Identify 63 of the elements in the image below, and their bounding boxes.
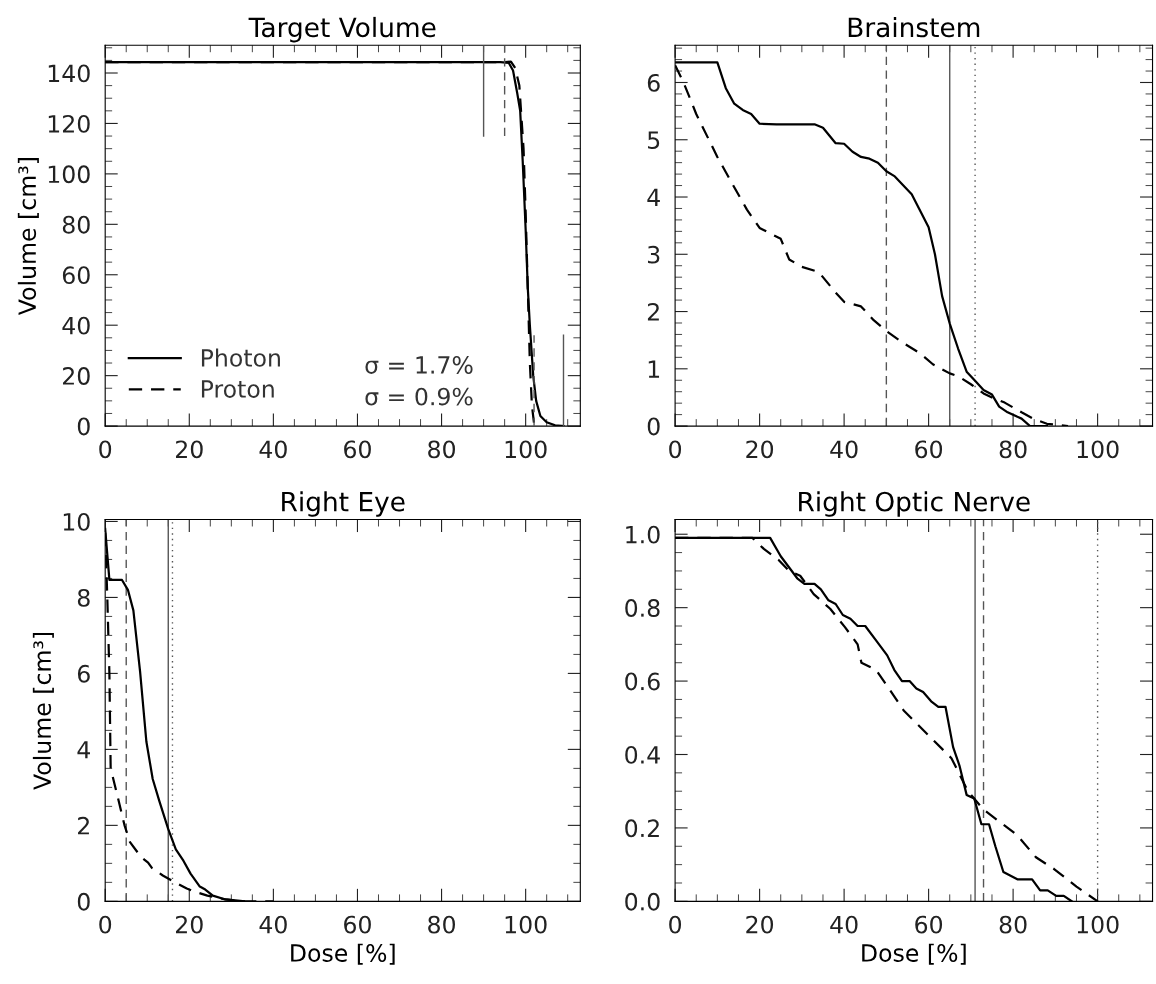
x-tick-label: 40 <box>259 915 287 934</box>
x-tick-label: 40 <box>830 915 858 934</box>
x-tick-label: 60 <box>344 440 371 459</box>
y-tick-label: 0 <box>77 417 90 436</box>
y-tick-label: 60 <box>62 266 90 285</box>
y-tick-label: 2 <box>647 302 659 321</box>
y-tick-label: 80 <box>62 215 90 234</box>
y-tick-label: 120 <box>48 114 90 133</box>
chart-title: Right Optic Nerve <box>799 491 1030 517</box>
y-tick-label: 100 <box>48 165 90 184</box>
x-axis-title: Dose [%] <box>291 943 395 965</box>
x-tick-label: 0 <box>99 915 112 934</box>
y-tick-label: 0 <box>77 892 90 911</box>
x-tick-label: 80 <box>428 915 456 934</box>
x-tick-label: 100 <box>1077 915 1119 934</box>
x-tick-label: 20 <box>746 440 774 459</box>
annotation: σ = 0.9% <box>365 387 473 406</box>
chart-title: Brainstem <box>848 16 980 38</box>
x-tick-label: 80 <box>999 915 1027 934</box>
y-tick-label: 0.6 <box>625 672 660 691</box>
y-tick-label: 4 <box>77 741 90 759</box>
legend-label: Proton <box>201 380 274 398</box>
x-tick-label: 60 <box>344 915 371 934</box>
x-tick-label: 100 <box>505 440 547 459</box>
chart-title: Target Volume <box>248 16 436 43</box>
x-tick-label: 0 <box>669 915 682 934</box>
x-tick-label: 80 <box>999 440 1027 459</box>
y-tick-label: 140 <box>48 64 90 83</box>
x-tick-label: 60 <box>915 915 943 934</box>
x-tick-label: 100 <box>505 915 547 934</box>
x-tick-label: 0 <box>99 440 112 459</box>
annotation: σ = 1.7% <box>365 356 473 374</box>
y-tick-label: 2 <box>78 816 89 835</box>
y-tick-label: 0.8 <box>625 599 660 617</box>
y-tick-label: 0.4 <box>625 745 660 764</box>
y-tick-label: 0 <box>647 417 660 436</box>
chart-title: Right Eye <box>282 491 405 517</box>
x-tick-label: 0 <box>669 440 682 459</box>
y-tick-label: 20 <box>62 367 90 385</box>
x-tick-label: 20 <box>176 440 203 459</box>
y-tick-label: 3 <box>647 245 660 264</box>
x-tick-label: 40 <box>259 440 287 459</box>
legend-label: Photon <box>201 348 280 367</box>
y-tick-label: 6 <box>647 73 660 92</box>
y-tick-label: 5 <box>648 131 660 150</box>
y-tick-label: 0.0 <box>625 892 660 911</box>
x-tick-label: 20 <box>176 915 203 934</box>
y-tick-label: 1 <box>648 360 660 378</box>
y-tick-label: 4 <box>647 188 660 206</box>
x-tick-label: 20 <box>746 915 774 934</box>
y-tick-label: 6 <box>77 664 90 683</box>
y-tick-label: 10 <box>63 512 90 531</box>
y-tick-label: 0.2 <box>625 819 659 838</box>
x-tick-label: 60 <box>915 440 943 459</box>
x-tick-label: 40 <box>830 440 858 459</box>
x-tick-label: 80 <box>428 440 456 459</box>
y-tick-label: 8 <box>77 588 90 607</box>
y-tick-label: 1.0 <box>626 525 660 544</box>
x-tick-label: 100 <box>1077 440 1119 459</box>
y-axis-title: Volume [cm³] <box>32 632 54 790</box>
y-axis-title: Volume [cm³] <box>17 158 39 316</box>
x-axis-title: Dose [%] <box>862 943 966 965</box>
y-tick-label: 40 <box>62 316 90 335</box>
